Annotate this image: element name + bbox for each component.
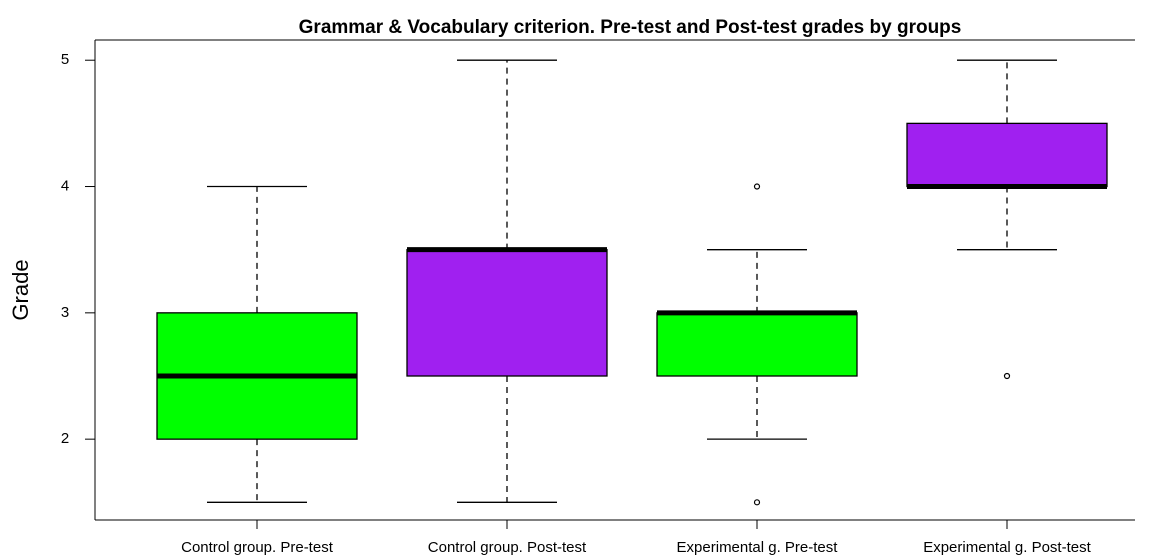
y-tick-label: 5 (61, 51, 69, 68)
x-tick-label: Control group. Post-test (428, 539, 587, 556)
box (406, 249, 608, 377)
y-axis-label: Grade (8, 259, 33, 320)
y-tick-label: 2 (61, 430, 69, 447)
x-tick-label: Experimental g. Pre-test (677, 539, 839, 556)
y-tick-label: 3 (61, 304, 69, 321)
outlier (1003, 372, 1011, 380)
x-tick-label: Control group. Pre-test (181, 539, 334, 556)
outlier (753, 499, 761, 506)
box (656, 312, 858, 377)
outlier (753, 183, 761, 190)
x-tick-label: Experimental g. Post-test (923, 539, 1091, 556)
chart-title: Grammar & Vocabulary criterion. Pre-test… (299, 17, 962, 38)
y-tick-label: 4 (61, 177, 69, 194)
box (906, 122, 1108, 188)
